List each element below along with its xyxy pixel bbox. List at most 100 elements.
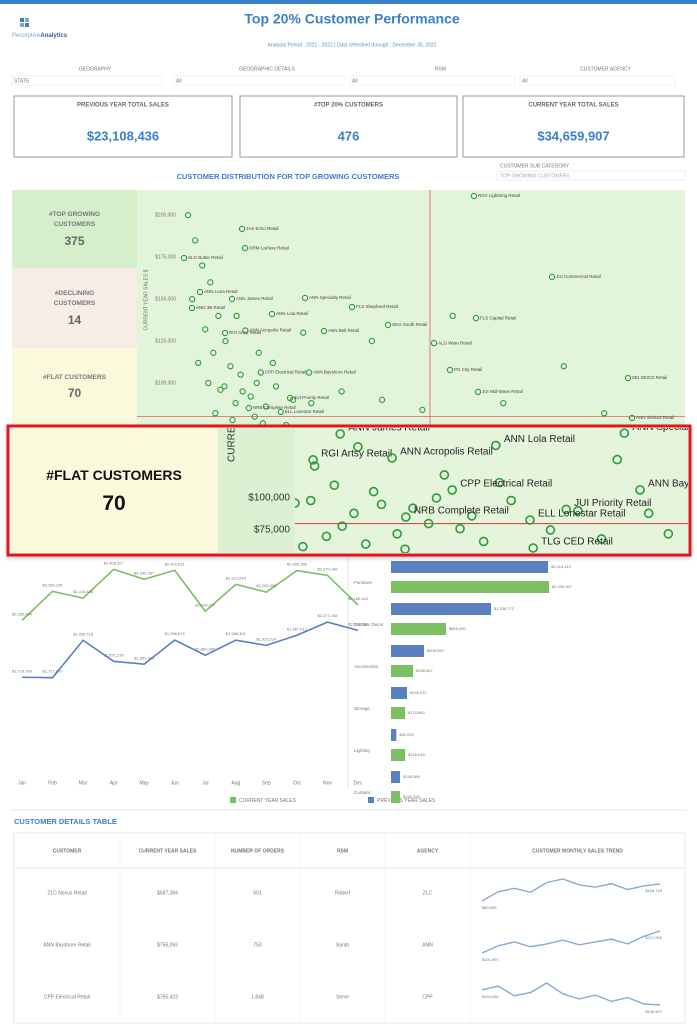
- category-label: Outdoor Decor: [354, 622, 384, 627]
- x-tick-label: Oct: [293, 780, 301, 786]
- group-card: #FLAT CUSTOMERS 70: [12, 348, 137, 425]
- point: [601, 410, 608, 417]
- group-card-body: #FLAT CUSTOMERS 70: [12, 348, 137, 425]
- point-label: ANN Bayshore Retail: [313, 370, 356, 375]
- point: [596, 534, 607, 544]
- data-label: $1,717,097: [43, 669, 64, 674]
- data-label: $215,860: [408, 710, 425, 715]
- point: [212, 410, 219, 417]
- column-header: CUSTOMER: [53, 848, 82, 854]
- group-card-body: #FLAT CUSTOMERS 70: [10, 428, 218, 553]
- kpi-value: $23,108,436: [87, 128, 159, 143]
- point: [251, 413, 258, 420]
- column-header: CURRENT YEAR SALES: [139, 848, 197, 854]
- data-label: $246,237: [410, 690, 427, 695]
- sparkline: [481, 982, 661, 1006]
- point: [376, 499, 387, 510]
- x-tick-label: Feb: [48, 780, 57, 786]
- bar: [391, 665, 414, 677]
- group-bg: [12, 268, 137, 348]
- point-label: RGV Lightning Retail: [478, 193, 520, 198]
- bar: [391, 771, 400, 783]
- x-tick-label: Jul: [202, 780, 208, 786]
- point: [348, 303, 356, 311]
- point-label: ANN James Retail: [348, 423, 430, 434]
- column-header: AGENCY: [417, 848, 439, 854]
- point: [207, 279, 214, 286]
- data-label: $2,263,058: [256, 583, 277, 588]
- point: [545, 525, 556, 535]
- filter-value[interactable]: All: [176, 78, 182, 84]
- point: [548, 273, 556, 281]
- point: [221, 383, 228, 390]
- table-cell: ANN: [422, 942, 433, 948]
- y-tick-label: $125,000: [155, 338, 176, 344]
- zoom-content: #FLAT CUSTOMERS 70 CURRENT YEAR SALES $ $10…: [10, 417, 688, 553]
- legend-label: CURRENT YEAR SALES: [239, 798, 296, 804]
- y-tick-label: $150,000: [155, 296, 176, 302]
- point: [232, 400, 239, 407]
- data-label: $2,345,287: [134, 570, 155, 575]
- group-card-body: #TOP GROWING CUSTOMERS 375: [12, 190, 137, 268]
- point: [525, 515, 535, 525]
- filter-dropdown[interactable]: [519, 75, 676, 86]
- sparkline-label: $140,407: [645, 1009, 662, 1014]
- title: Top 20% Customer Performance: [244, 11, 459, 27]
- legend-swatch: [368, 797, 374, 803]
- data-label: $1,956,874: [165, 631, 186, 636]
- point: [353, 442, 363, 452]
- filter-dropdown[interactable]: [349, 75, 516, 86]
- table-frame: [13, 832, 686, 1024]
- data-label: $2,180,442: [348, 596, 369, 601]
- table-cell: CPP: [422, 994, 433, 1000]
- table-cell: Robert: [335, 890, 351, 896]
- bar: [391, 603, 492, 615]
- point: [392, 529, 402, 539]
- bar: [391, 791, 401, 803]
- point: [259, 420, 266, 425]
- column-header: NUMBER OF ORDERS: [231, 848, 285, 854]
- point: [337, 521, 347, 531]
- filter-value[interactable]: STATE: [14, 78, 30, 84]
- x-tick-label: Jan: [18, 780, 26, 786]
- section-title: CUSTOMER DISTRIBUTION FOR TOP GROWING CU…: [177, 172, 400, 181]
- filter-value[interactable]: All: [522, 78, 528, 84]
- point: [423, 518, 434, 529]
- point: [449, 312, 456, 320]
- kpi-value: $34,659,907: [537, 128, 609, 143]
- subtitle: Analysis Period : 2021 - 2022 | Data ref…: [268, 42, 437, 48]
- point: [241, 244, 249, 252]
- table-cell: CPP Electrical Retail: [44, 994, 90, 1000]
- dropdown-value[interactable]: TOP GROWING CUSTOMERS: [500, 173, 570, 179]
- point: [237, 371, 244, 378]
- group-card-body: #DECLINING CUSTOMERS 14: [12, 268, 137, 348]
- point-label: PG City Retail: [454, 367, 482, 372]
- point: [217, 386, 224, 393]
- table-cell: ZLC Nexus Retail: [47, 890, 86, 896]
- sparkline-label: $101,997: [482, 957, 499, 962]
- point-label: ANN Luna Retail: [224, 417, 298, 428]
- dropdown[interactable]: [496, 170, 686, 181]
- data-label: $1,860,005: [195, 646, 216, 651]
- category-label: Lighting: [354, 748, 370, 753]
- group-bg: [12, 348, 137, 425]
- point: [474, 388, 482, 396]
- logo-text: Analytics: [40, 33, 67, 39]
- x-tick-label: Sep: [262, 780, 271, 786]
- y-tick-label: $200,000: [155, 213, 176, 219]
- filter-dropdown[interactable]: [11, 75, 163, 86]
- point: [349, 508, 359, 519]
- plot-area: [137, 190, 685, 425]
- filter-value[interactable]: All: [352, 78, 358, 84]
- point: [257, 369, 264, 376]
- point: [242, 327, 249, 334]
- point: [447, 485, 458, 495]
- point: [320, 327, 328, 335]
- point: [384, 321, 392, 329]
- x-tick-label: Apr: [110, 780, 118, 786]
- point-label: JUI Mid-Wave Retail: [482, 389, 523, 394]
- table-cell: ANN Bayshore Retail: [43, 942, 90, 948]
- filter-dropdown[interactable]: [173, 75, 345, 86]
- point: [335, 429, 345, 439]
